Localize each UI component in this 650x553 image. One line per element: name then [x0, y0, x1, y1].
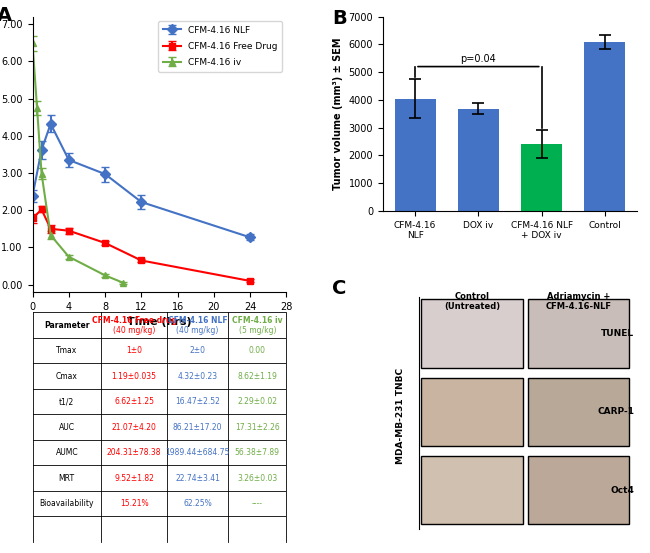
Text: Oct4: Oct4 [610, 486, 634, 494]
Text: Parameter: Parameter [44, 321, 90, 330]
Text: (40 mg/kg): (40 mg/kg) [113, 326, 155, 335]
Text: 2.29±0.02: 2.29±0.02 [237, 397, 278, 406]
Text: 16.47±2.52: 16.47±2.52 [175, 397, 220, 406]
Text: C: C [332, 279, 346, 298]
Text: 0.00: 0.00 [249, 346, 266, 355]
Text: t1/2: t1/2 [59, 397, 74, 406]
Text: Cmax: Cmax [56, 372, 78, 380]
Text: MRT: MRT [58, 474, 75, 483]
Text: CFM-4.16 iv: CFM-4.16 iv [232, 316, 283, 325]
Bar [458, 109, 499, 211]
Text: B: B [332, 9, 347, 28]
Y-axis label: Tumor volume (mm³) ± SEM: Tumor volume (mm³) ± SEM [333, 38, 343, 190]
Text: CFM-4.16 Free drug: CFM-4.16 Free drug [92, 316, 177, 325]
Text: 6.62±1.25: 6.62±1.25 [114, 397, 154, 406]
Text: Control
(Untreated): Control (Untreated) [444, 292, 500, 311]
Bar [395, 98, 436, 211]
Text: AUMC: AUMC [55, 448, 78, 457]
Text: 8.62±1.19: 8.62±1.19 [237, 372, 277, 380]
Text: AUC: AUC [58, 422, 75, 432]
Text: 62.25%: 62.25% [183, 499, 212, 508]
Text: 15.21%: 15.21% [120, 499, 148, 508]
Text: (40 mg/kg): (40 mg/kg) [176, 326, 219, 335]
Text: 86.21±17.20: 86.21±17.20 [173, 422, 222, 432]
Text: 17.31±2.26: 17.31±2.26 [235, 422, 280, 432]
Text: Tmax: Tmax [56, 346, 77, 355]
Text: 204.31±78.38: 204.31±78.38 [107, 448, 161, 457]
Text: 56.38±7.89: 56.38±7.89 [235, 448, 280, 457]
Text: (5 mg/kg): (5 mg/kg) [239, 326, 276, 335]
Text: 21.07±4.20: 21.07±4.20 [112, 422, 157, 432]
Text: MDA-MB-231 TNBC: MDA-MB-231 TNBC [396, 368, 406, 463]
X-axis label: Time (hrs): Time (hrs) [127, 317, 192, 327]
Text: 1989.44±684.75: 1989.44±684.75 [165, 448, 230, 457]
Text: 1.19±0.035: 1.19±0.035 [112, 372, 157, 380]
Text: CARP-1: CARP-1 [597, 408, 634, 416]
Text: 4.32±0.23: 4.32±0.23 [177, 372, 218, 380]
Text: A: A [0, 6, 12, 24]
Text: CFM-4.16 NLF: CFM-4.16 NLF [168, 316, 228, 325]
Text: 3.26±0.03: 3.26±0.03 [237, 474, 278, 483]
Text: 2±0: 2±0 [190, 346, 205, 355]
Bar [584, 41, 625, 211]
Text: Bioavailability: Bioavailability [40, 499, 94, 508]
Text: 1±0: 1±0 [126, 346, 142, 355]
Text: 9.52±1.82: 9.52±1.82 [114, 474, 154, 483]
Text: ----: ---- [252, 499, 263, 508]
Legend: CFM-4.16 NLF, CFM-4.16 Free Drug, CFM-4.16 iv: CFM-4.16 NLF, CFM-4.16 Free Drug, CFM-4.… [158, 21, 282, 71]
Text: Adriamycin +
CFM-4.16-NLF: Adriamycin + CFM-4.16-NLF [545, 292, 612, 311]
Text: 22.74±3.41: 22.74±3.41 [175, 474, 220, 483]
Text: TUNEL: TUNEL [601, 329, 634, 338]
Text: p=0.04: p=0.04 [460, 54, 496, 64]
Bar [521, 144, 562, 211]
